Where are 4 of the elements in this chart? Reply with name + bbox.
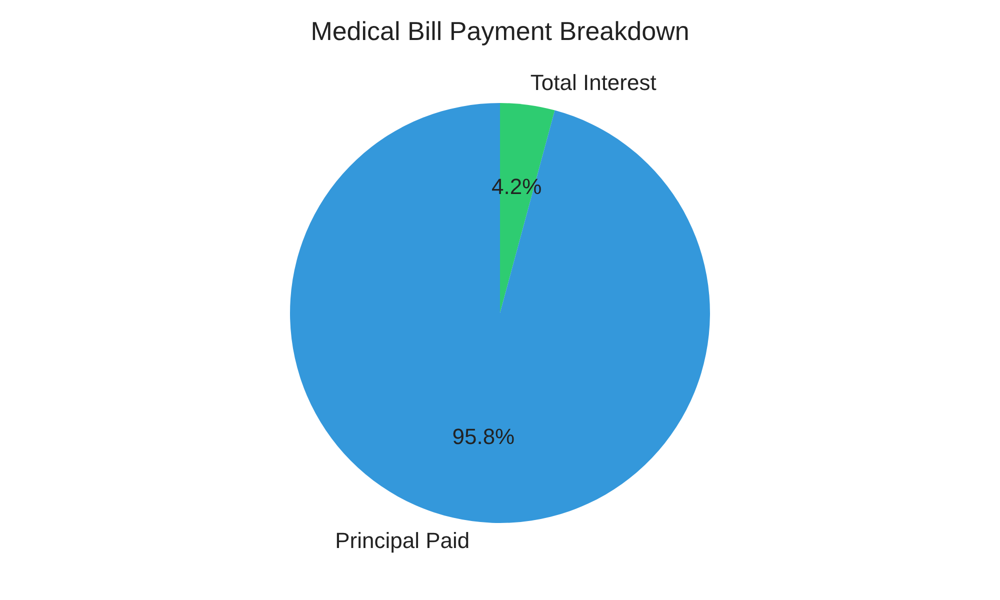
slice-label: Principal Paid: [335, 528, 470, 554]
chart-title: Medical Bill Payment Breakdown: [310, 16, 690, 47]
data-label: 95.8%: [452, 424, 515, 449]
slice-label: Total Interest: [530, 70, 656, 96]
